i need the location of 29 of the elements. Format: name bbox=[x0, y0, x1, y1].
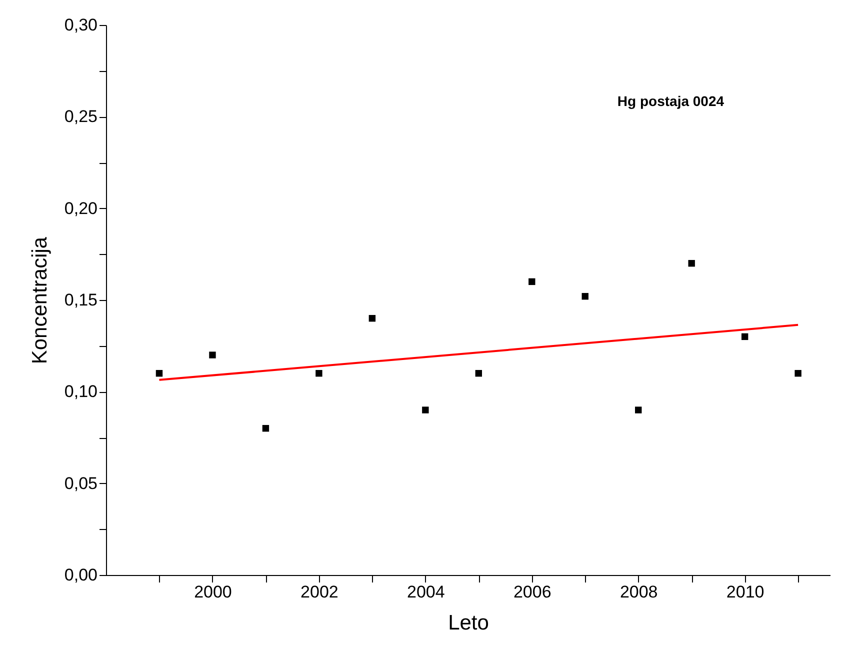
x-tick-label: 2004 bbox=[407, 582, 445, 602]
x-tick-label: 2002 bbox=[300, 582, 338, 602]
point bbox=[209, 352, 216, 358]
point bbox=[582, 292, 588, 300]
y-tick-label: 0,10 bbox=[64, 382, 98, 402]
x-tick-label: 2008 bbox=[620, 582, 658, 602]
annotation: Hg postaja 0024 bbox=[617, 93, 724, 109]
y-tick-label: 0,25 bbox=[64, 107, 98, 126]
point bbox=[635, 406, 642, 414]
point bbox=[475, 370, 482, 377]
point bbox=[528, 278, 536, 286]
point bbox=[262, 424, 270, 432]
point bbox=[741, 333, 748, 340]
x-tick-label: 2010 bbox=[726, 582, 764, 602]
y-tick-label: 0,30 bbox=[64, 16, 98, 34]
point bbox=[368, 314, 376, 322]
y-axis-title: Koncentracija bbox=[28, 236, 52, 364]
x-tick-label: 2006 bbox=[513, 582, 552, 602]
y-tick-label: 0,00 bbox=[64, 566, 98, 584]
x-tick-label: 2000 bbox=[194, 582, 232, 602]
point bbox=[156, 370, 163, 377]
y-tick-label: 0,15 bbox=[64, 290, 98, 310]
point bbox=[794, 370, 802, 377]
point bbox=[422, 406, 429, 414]
point bbox=[316, 370, 322, 377]
y-tick-label: 0,05 bbox=[64, 474, 98, 493]
x-axis-title: Leto bbox=[448, 612, 489, 634]
point bbox=[688, 260, 695, 267]
y-tick-label: 0,20 bbox=[64, 198, 98, 218]
